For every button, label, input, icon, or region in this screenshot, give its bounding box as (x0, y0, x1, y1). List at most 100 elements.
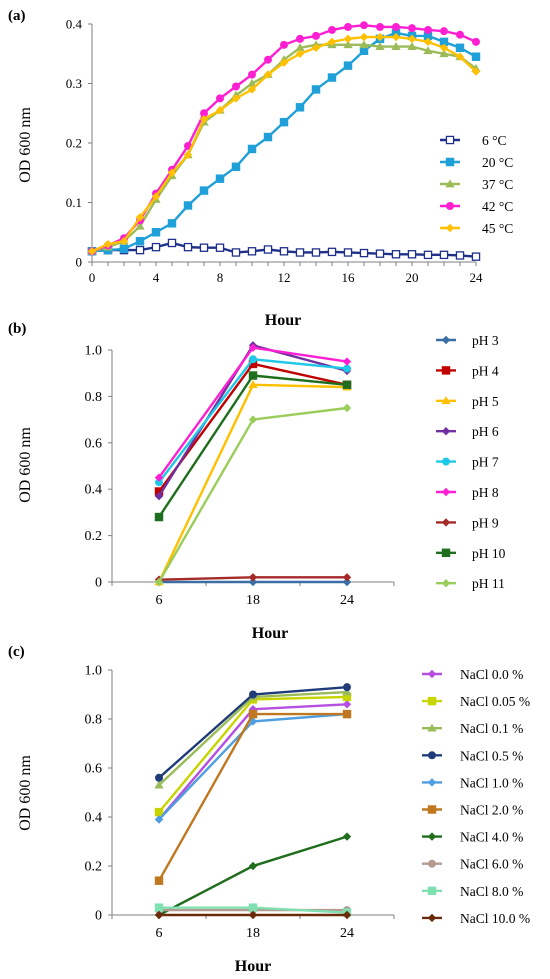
legend-entry: 45 °C (440, 221, 513, 236)
data-point (440, 27, 448, 36)
legend-marker (427, 886, 437, 896)
data-point (199, 115, 209, 124)
legend-label: 45 °C (482, 221, 513, 236)
legend-marker (445, 179, 455, 188)
chart-panel-2: (b) 0 0.2 0.4 0.6 0.8 1.0 6 18 24 Hour OD 600 nm pH … (8, 321, 506, 642)
series-line (157, 406, 348, 583)
legend-entry: pH 9 (436, 515, 499, 530)
data-point (154, 910, 164, 920)
series-1 (154, 577, 352, 587)
legend-entry: 37 °C (440, 177, 513, 192)
data-point (135, 221, 145, 230)
data-point (154, 815, 164, 824)
legend-marker (446, 202, 454, 210)
y-tick-label: 0.4 (85, 811, 103, 826)
x-tick-label: 16 (342, 270, 356, 285)
legend-marker (441, 518, 451, 527)
data-point (248, 861, 258, 871)
y-tick-label: 0 (76, 255, 83, 270)
legend-label: pH 11 (472, 576, 505, 591)
legend-entry: NaCl 10.0 % (422, 911, 530, 926)
legend-label: pH 7 (472, 455, 499, 470)
legend-entry: pH 8 (436, 485, 499, 500)
data-point (342, 577, 352, 587)
data-point (342, 910, 352, 920)
data-point (151, 192, 161, 201)
legend-label: NaCl 6.0 % (460, 857, 523, 872)
data-point (424, 25, 432, 34)
data-point (280, 40, 288, 49)
legend-entry: pH 6 (436, 424, 499, 439)
series-line (158, 712, 348, 821)
data-point (471, 252, 481, 261)
legend-label: 37 °C (482, 177, 513, 192)
legend-marker (427, 778, 437, 787)
series-line (91, 43, 477, 253)
legend-entry: pH 7 (436, 455, 499, 470)
series-10 (154, 910, 352, 920)
y-tick-label: 1.0 (85, 344, 103, 359)
legend-marker (427, 696, 437, 706)
data-point (342, 700, 352, 709)
data-point (407, 250, 417, 259)
data-point (248, 903, 258, 912)
data-point (375, 249, 385, 258)
data-point (327, 37, 337, 47)
y-tick-label: 0.2 (66, 136, 82, 151)
legend-marker (441, 366, 451, 375)
legend-label: pH 5 (472, 394, 499, 409)
data-point (249, 690, 257, 699)
data-point (154, 780, 164, 789)
legend-marker (427, 723, 437, 732)
data-point (248, 709, 258, 719)
legend-entry: 6 °C (440, 133, 507, 148)
data-point (151, 242, 161, 252)
data-point (232, 82, 240, 91)
data-point (248, 577, 258, 587)
data-point (247, 78, 257, 87)
series-6 (154, 709, 352, 885)
y-tick-label: 0.4 (66, 17, 83, 32)
data-point (343, 61, 353, 70)
data-point (359, 40, 369, 49)
data-point (154, 473, 164, 482)
series-line (158, 835, 348, 917)
data-point (248, 371, 258, 380)
data-point (200, 109, 208, 118)
panel-label: (b) (8, 321, 26, 337)
data-point (343, 34, 353, 44)
y-tick-label: 0.8 (85, 390, 103, 405)
data-point (328, 25, 336, 34)
data-point (407, 41, 417, 50)
legend-label: pH 6 (472, 424, 499, 439)
panel-label: (a) (8, 8, 26, 24)
data-point (343, 364, 351, 373)
x-tick-label: 8 (217, 270, 224, 285)
y-tick-label: 0.6 (85, 762, 103, 777)
data-point (183, 201, 193, 210)
legend-entry: pH 10 (436, 546, 506, 561)
data-point (154, 807, 164, 817)
y-tick-label: 0 (95, 576, 102, 591)
series-line (157, 712, 347, 882)
legend-entry: NaCl 0.05 % (422, 694, 530, 709)
data-point (154, 903, 164, 912)
legend-marker (428, 751, 436, 760)
legend-entry: NaCl 2.0 % (422, 803, 523, 818)
legend-entry: NaCl 1.0 % (422, 775, 523, 790)
chart-panel-1: (a) 0 0.1 0.2 0.3 0.4 0 4 8 12 16 20 24 Hour OD 600 nm… (8, 8, 513, 329)
legend-label: NaCl 0.0 % (460, 667, 523, 682)
data-point (455, 43, 465, 53)
legend-marker (427, 832, 437, 841)
legend-marker (441, 579, 451, 588)
data-point (375, 41, 385, 50)
x-tick-label: 24 (340, 593, 354, 608)
data-point (231, 248, 241, 257)
data-point (295, 43, 305, 52)
x-axis-title: Hour (235, 958, 271, 975)
data-point (342, 573, 352, 582)
x-tick-label: 24 (470, 270, 484, 285)
data-point (264, 55, 272, 64)
data-point (408, 24, 416, 33)
data-point (327, 73, 337, 82)
